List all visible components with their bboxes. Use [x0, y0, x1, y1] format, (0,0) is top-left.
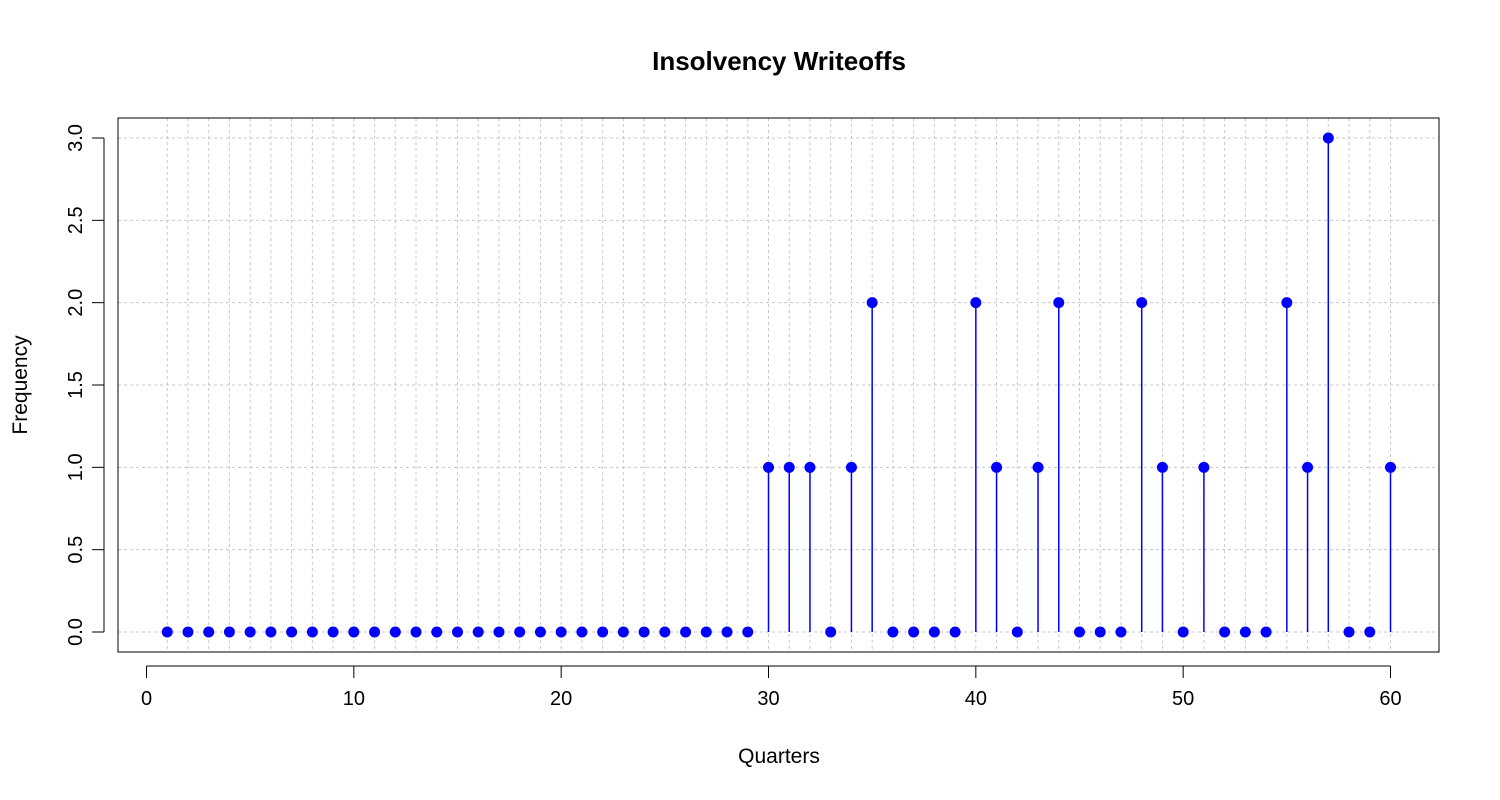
data-point [804, 461, 816, 473]
data-point [1156, 461, 1168, 473]
x-tick-label: 20 [550, 688, 572, 710]
data-point [1032, 461, 1044, 473]
data-point [555, 626, 567, 638]
y-tick-label: 1.0 [65, 453, 87, 481]
data-point [348, 626, 360, 638]
data-point [534, 626, 546, 638]
data-point [265, 626, 277, 638]
x-tick-label: 10 [343, 688, 365, 710]
data-point [1302, 461, 1314, 473]
data-point [514, 626, 526, 638]
data-point [763, 461, 774, 473]
data-point [1281, 297, 1293, 309]
data-point [1322, 132, 1334, 144]
data-point [1260, 626, 1272, 638]
data-point [825, 626, 837, 638]
data-point [182, 626, 194, 638]
y-tick-label: 3.0 [65, 124, 87, 152]
y-axis-label: Frequency [9, 335, 32, 435]
x-tick-label: 30 [757, 688, 779, 710]
x-axis-label: Quarters [738, 745, 820, 768]
y-tick-label: 1.5 [65, 371, 87, 399]
data-point [617, 626, 629, 638]
data-point [431, 626, 443, 638]
data-point [1219, 626, 1231, 638]
data-point [721, 626, 733, 638]
x-axis: 0 10 20 30 40 50 60 [141, 665, 1402, 710]
data-point [369, 626, 381, 638]
x-tick-label: 0 [141, 688, 152, 710]
data-point [223, 626, 235, 638]
data-point [493, 626, 505, 638]
x-tick-label: 60 [1379, 688, 1401, 710]
y-tick-label: 2.0 [65, 289, 87, 317]
data-point [410, 626, 422, 638]
data-point [244, 626, 256, 638]
data-point [1011, 626, 1023, 638]
data-point [1136, 297, 1148, 309]
points [161, 132, 1396, 638]
chart-title: Insolvency Writeoffs [652, 46, 906, 76]
y-tick-label: 2.5 [65, 206, 87, 234]
data-point [1385, 461, 1396, 473]
data-point [472, 626, 484, 638]
data-point [389, 626, 401, 638]
data-point [1239, 626, 1251, 638]
data-point [928, 626, 940, 638]
x-tick-label: 50 [1172, 688, 1194, 710]
data-point [1053, 297, 1065, 309]
data-point [659, 626, 671, 638]
data-point [161, 626, 173, 638]
stems [767, 138, 1392, 632]
data-point [1074, 626, 1085, 638]
data-point [845, 461, 857, 473]
data-point [991, 461, 1003, 473]
data-point [1177, 626, 1189, 638]
data-point [638, 626, 650, 638]
data-point [783, 461, 795, 473]
data-point [452, 626, 463, 638]
grid [118, 118, 1439, 652]
data-point [742, 626, 754, 638]
y-tick-label: 0.0 [65, 618, 87, 646]
data-point [1115, 626, 1127, 638]
data-point [597, 626, 609, 638]
data-point [970, 297, 982, 309]
data-point [1364, 626, 1376, 638]
x-tick-label: 40 [965, 688, 987, 710]
data-point [700, 626, 712, 638]
data-point [866, 297, 878, 309]
y-axis: 0.0 0.5 1.0 1.5 2.0 2.5 3.0 [65, 124, 105, 646]
data-point [908, 626, 920, 638]
data-point [680, 626, 692, 638]
data-point [576, 626, 588, 638]
data-point [887, 626, 899, 638]
data-point [1094, 626, 1106, 638]
data-point [306, 626, 318, 638]
y-tick-label: 0.5 [65, 536, 87, 564]
data-point [327, 626, 339, 638]
data-point [1198, 461, 1210, 473]
data-point [949, 626, 961, 638]
data-point [203, 626, 215, 638]
plot-frame [117, 117, 1440, 653]
data-point [286, 626, 298, 638]
data-point [1343, 626, 1355, 638]
